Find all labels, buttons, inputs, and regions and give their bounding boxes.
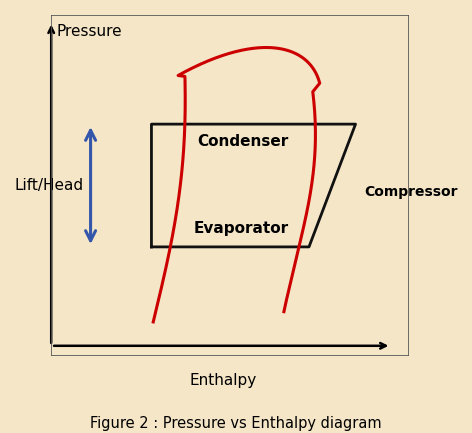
Text: Compressor: Compressor xyxy=(364,185,458,199)
Text: Lift/Head: Lift/Head xyxy=(14,178,84,193)
Text: Evaporator: Evaporator xyxy=(194,221,288,236)
Text: Enthalpy: Enthalpy xyxy=(189,373,257,388)
Text: Figure 2 : Pressure vs Enthalpy diagram: Figure 2 : Pressure vs Enthalpy diagram xyxy=(90,416,382,431)
Text: Pressure: Pressure xyxy=(57,23,122,39)
Bar xyxy=(51,15,409,356)
Text: Condenser: Condenser xyxy=(197,134,288,149)
